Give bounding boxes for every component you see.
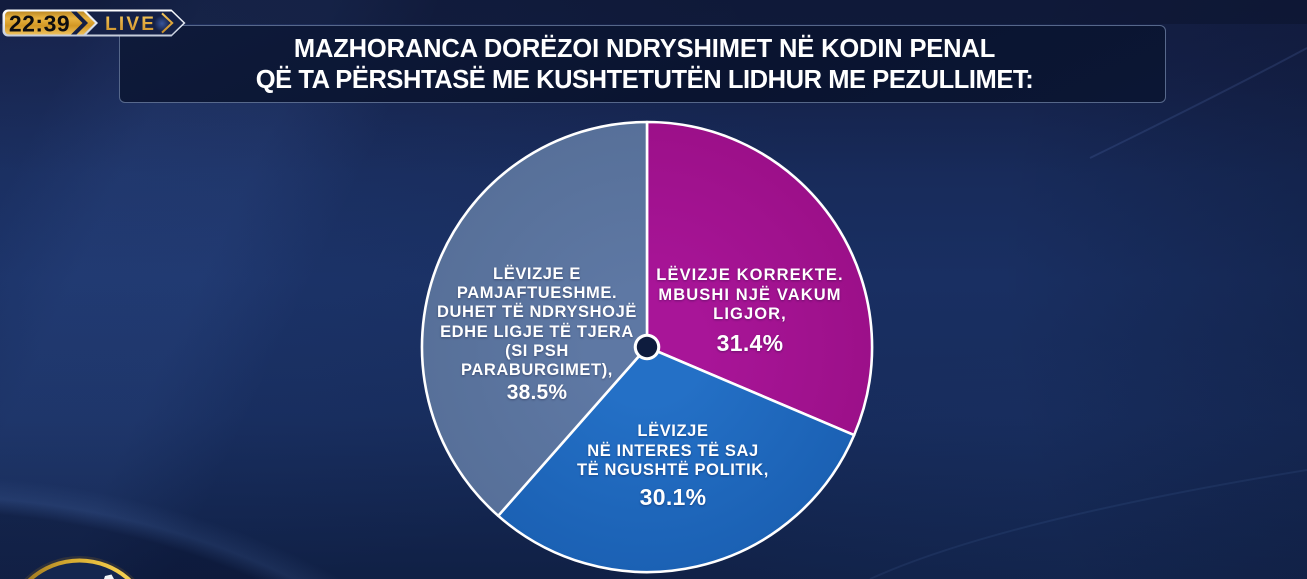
- svg-text:22:39: 22:39: [9, 10, 70, 36]
- svg-text:LIVE: LIVE: [105, 14, 156, 35]
